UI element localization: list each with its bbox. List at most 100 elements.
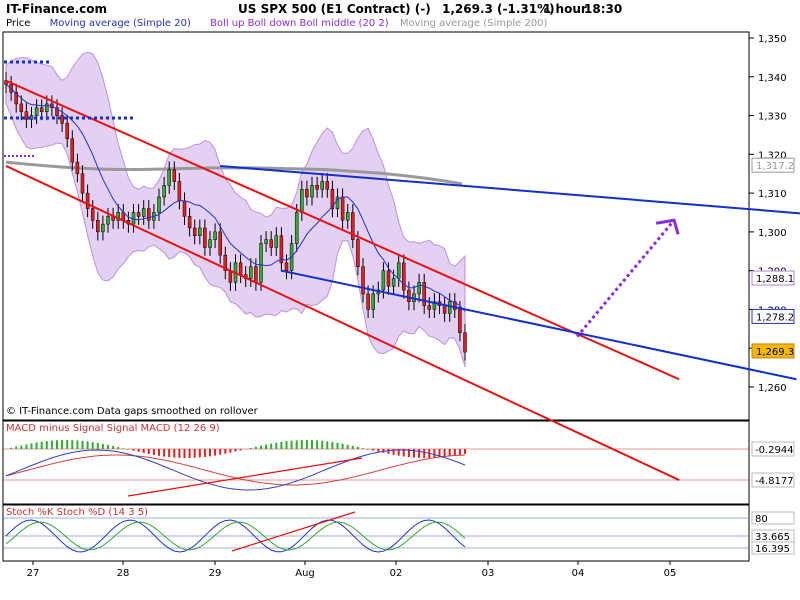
interval-label: 1 hour — [543, 2, 587, 16]
candle-body — [356, 239, 360, 268]
candle-body — [172, 169, 177, 182]
trendline-lower-blue — [281, 269, 797, 381]
x-axis-label: 02 — [390, 568, 403, 579]
value-tag-label: 1,288.1 — [756, 274, 794, 285]
candle-body — [157, 196, 161, 213]
candle-body — [371, 293, 375, 310]
candle-body — [238, 262, 243, 275]
x-axis-label: 03 — [482, 568, 495, 579]
footnote: © IT-Finance.com Data gaps smoothed on r… — [6, 406, 258, 417]
ma20-line — [5, 84, 466, 312]
candle-body — [213, 231, 217, 240]
candle-body — [75, 161, 80, 174]
stoch-title: Stoch %K Stoch %D (14 3 5) — [6, 507, 149, 518]
legend-ma20: Moving average (Simple 20) — [49, 18, 191, 29]
price-panel-frame — [2, 31, 750, 421]
candle-body — [396, 262, 401, 279]
candle-body — [85, 192, 90, 209]
stoch-panel-frame — [2, 504, 750, 562]
candle-body — [335, 196, 340, 209]
candle-body — [269, 239, 273, 248]
candle-body — [340, 196, 345, 221]
macd-signal-line — [5, 454, 466, 486]
forecast-arrow — [576, 219, 676, 338]
candle-body — [274, 235, 279, 248]
candle-body — [259, 243, 263, 283]
value-tag — [751, 270, 795, 286]
legend-ma200: Moving average (Simple 200) — [399, 18, 548, 29]
candle-body — [442, 305, 447, 314]
value-tag-label: 1,269.3 — [756, 347, 794, 358]
value-tag-label: 1,278.2 — [756, 312, 794, 323]
candle-body — [300, 188, 304, 213]
candle-body — [254, 266, 258, 283]
x-axis-label: 05 — [664, 568, 677, 579]
candle-body — [330, 188, 335, 209]
candle-body — [381, 270, 386, 291]
candle-body — [106, 216, 110, 225]
legend-price: Price — [6, 18, 31, 29]
price-axis-label: 1,300 — [758, 228, 787, 239]
last-change-label: 1,269.3 (-1.31%) — [442, 2, 555, 16]
candle-body — [264, 239, 268, 244]
candle-body — [279, 235, 284, 264]
stoch-d-line — [5, 521, 466, 551]
candle-body — [203, 227, 207, 248]
macd-tag — [751, 472, 795, 488]
time-label: 18:30 — [584, 2, 623, 16]
candle-body — [249, 266, 253, 279]
price-axis-label: 1,320 — [758, 150, 787, 161]
value-tag — [751, 343, 795, 359]
bollinger-band — [5, 51, 466, 367]
candle-body — [361, 266, 365, 295]
candle-body — [447, 301, 452, 314]
candle-body — [315, 185, 319, 190]
candle-body — [177, 181, 182, 202]
candle-body — [458, 309, 462, 333]
channel-lower-red — [5, 165, 680, 481]
candle-body — [310, 185, 314, 198]
candle-body — [96, 220, 100, 233]
candle-body — [463, 332, 467, 353]
candle-body — [34, 107, 39, 116]
candle-body — [228, 270, 233, 283]
candle-body — [192, 227, 197, 237]
price-axis-label: 1,260 — [758, 383, 787, 394]
stoch-tag — [751, 541, 795, 555]
candle-body — [284, 262, 289, 271]
candle-body — [208, 239, 212, 248]
trendline-upper-blue — [220, 164, 800, 215]
candle-body — [55, 107, 59, 116]
candle-body — [305, 188, 309, 198]
macd-axis-label: -0.2944 — [755, 445, 794, 456]
candle-body — [402, 262, 406, 291]
candle-body — [366, 293, 370, 310]
macd-axis-label: -4.8177 — [755, 476, 794, 487]
value-tag — [751, 308, 795, 324]
candle-body — [136, 212, 141, 217]
instrument-title: US SPX 500 (E1 Contract) (-) — [238, 2, 431, 16]
candle-body — [162, 185, 166, 198]
stoch-trendline — [231, 511, 356, 552]
candle-body — [386, 270, 391, 287]
macd-tag — [751, 441, 795, 457]
candle-body — [70, 138, 75, 163]
candle-body — [345, 212, 350, 221]
x-axis-label: 27 — [27, 568, 40, 579]
macd-line — [5, 449, 466, 491]
candle-body — [182, 200, 187, 217]
candle-body — [60, 115, 64, 124]
price-axis-label: 1,340 — [758, 73, 787, 84]
candle-body — [45, 103, 49, 112]
brand-label: IT-Finance.com — [6, 2, 108, 16]
candle-body — [198, 227, 202, 237]
candle-body — [90, 208, 95, 221]
macd-trendline — [127, 457, 363, 497]
price-axis-label: 1,350 — [758, 34, 787, 45]
x-axis-label: Aug — [295, 568, 315, 579]
value-tag-label: 1,317.2 — [756, 161, 794, 172]
candle-body — [432, 301, 437, 310]
legend-boll: Boll up Boll down Boll middle (20 2) — [210, 18, 389, 29]
